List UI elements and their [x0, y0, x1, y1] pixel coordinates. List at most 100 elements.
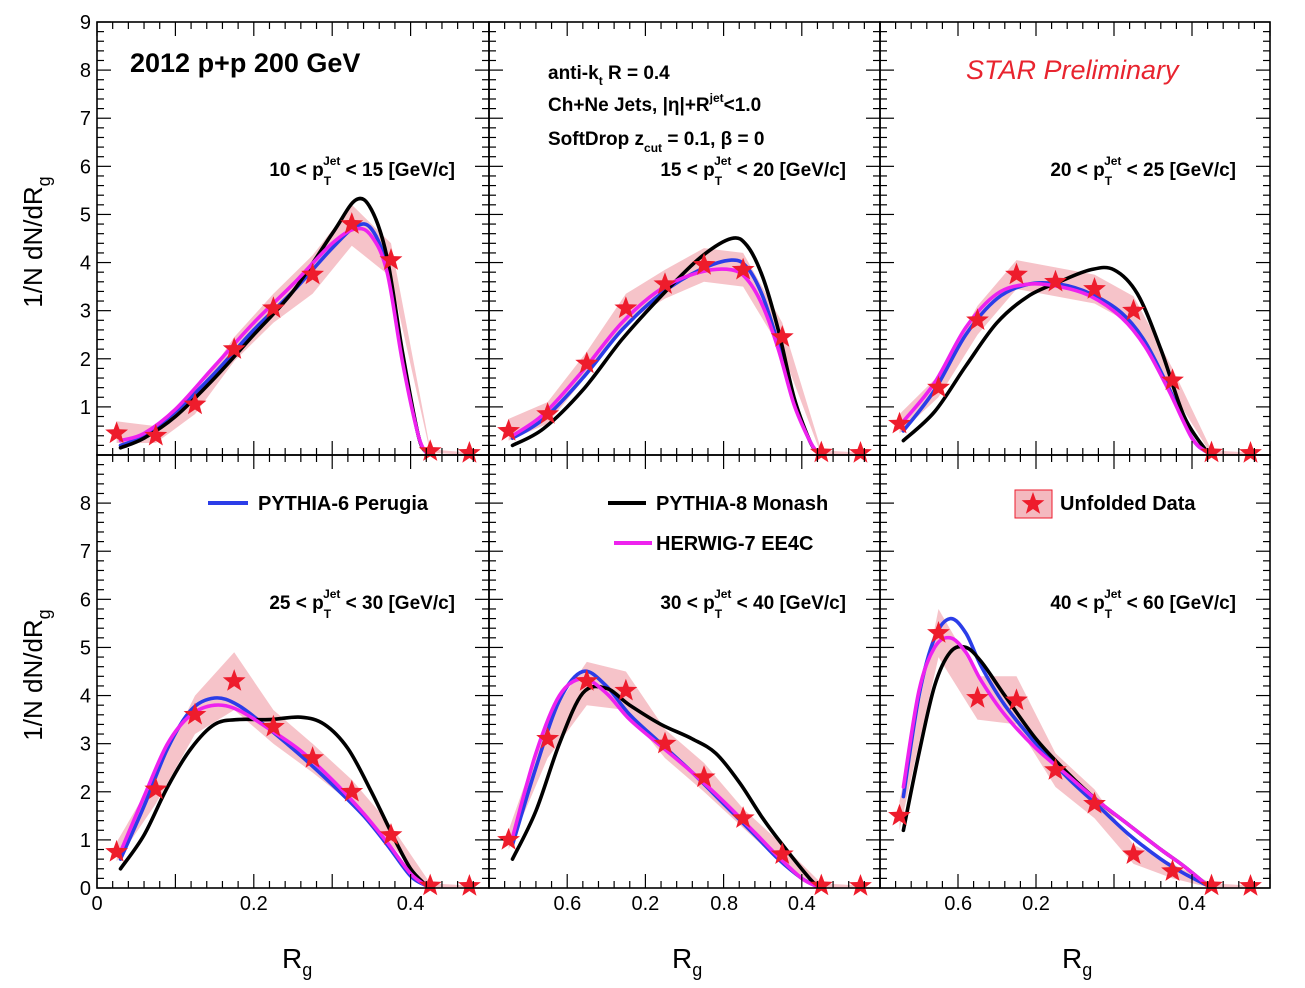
x-tick-label: 0.2: [631, 893, 659, 915]
preliminary-label: STAR Preliminary: [966, 55, 1180, 85]
panel-frame: [879, 454, 1271, 889]
y-tick-label: 9: [80, 12, 91, 34]
data-point-star: [770, 842, 794, 864]
series-herwig7-line: [901, 635, 1210, 888]
y-tick-label: 6: [80, 156, 91, 178]
series-herwig7-line: [118, 226, 429, 455]
pt-bin-label: 25 < pTJet < 30 [GeV/c]: [269, 587, 455, 621]
y-tick-label: 3: [80, 734, 91, 756]
data-point-star: [927, 621, 950, 643]
y-tick-label: 1: [80, 830, 91, 852]
pt-bin-label: 40 < pTJet < 60 [GeV/c]: [1050, 587, 1236, 621]
y-tick-label: 8: [80, 60, 91, 82]
data-point-star: [183, 702, 207, 725]
data-point-star: [770, 325, 794, 347]
data-uncertainty-band: [116, 204, 470, 455]
x-tick-label: 0.2: [1022, 893, 1050, 915]
legend-data-star-icon: [1021, 492, 1045, 514]
data-point-star: [340, 212, 364, 234]
data-point-star: [144, 777, 168, 800]
x-axis-title-right: Rg: [1062, 943, 1092, 980]
data-point-star: [418, 439, 442, 461]
panel-pt-15-20: 15 < pTJet < 20 [GeV/c]: [488, 21, 881, 463]
data-point-star: [1122, 842, 1145, 864]
data-point-star: [458, 441, 481, 463]
y-tick-label: 8: [80, 493, 91, 515]
axis-ticks: [96, 454, 490, 889]
data-point-star: [262, 714, 285, 737]
data-uncertainty-band: [116, 652, 470, 888]
series-herwig7-line: [901, 281, 1210, 455]
selection-cuts: anti-kt R = 0.4 Ch+Ne Jets, |η|+Rjet<1.0…: [548, 63, 765, 155]
legend-pythia6-label: PYTHIA-6 Perugia: [258, 493, 429, 515]
data-point-star: [418, 873, 442, 896]
data-point-star: [301, 262, 324, 285]
series-herwig7-line: [118, 703, 429, 888]
data-point-star: [809, 440, 833, 463]
y-tick-label: 6: [80, 589, 91, 611]
pt-bin-label: 30 < pTJet < 40 [GeV/c]: [660, 587, 846, 621]
y-tick-label: 1: [80, 397, 91, 419]
series-pythia6-line: [510, 669, 820, 888]
data-point-star: [1083, 277, 1106, 299]
data-point-star: [1239, 874, 1262, 896]
pt-bin-label: 15 < pTJet < 20 [GeV/c]: [660, 154, 846, 188]
data-point-star: [1161, 368, 1184, 391]
data-point-star: [144, 423, 168, 446]
panel-pt-30-40: 0.2 0.4 0.6 30 < pTJet < 40 [GeV/c]: [488, 454, 972, 915]
data-point-star: [575, 669, 599, 691]
legend: PYTHIA-6 Perugia PYTHIA-8 Monash HERWIG-…: [208, 489, 1196, 555]
axis-ticks: [879, 21, 1271, 456]
x-tick-label: 0.6: [944, 893, 972, 915]
pt-bin-label: 10 < pTJet < 15 [GeV/c]: [269, 154, 455, 188]
data-point-star: [497, 827, 520, 850]
data-point-star: [497, 418, 520, 441]
data-point-star: [458, 874, 481, 896]
data-point-star: [888, 803, 911, 826]
data-point-star: [1200, 873, 1223, 896]
x-tick-label: 0: [91, 893, 102, 915]
data-point-star: [536, 726, 560, 749]
data-uncertainty-band: [508, 661, 861, 888]
data-point-star: [105, 421, 128, 444]
data-point-star: [966, 686, 989, 708]
data-point-star: [614, 296, 638, 318]
x-tick-label: 0.2: [240, 893, 268, 915]
axis-ticks: [488, 454, 881, 889]
data-point-star: [222, 669, 246, 691]
data-point-star: [222, 337, 246, 359]
data-uncertainty-band: [508, 248, 861, 455]
data-point-star: [692, 253, 716, 275]
x-tick-label: 0.8: [710, 893, 738, 915]
y-tick-label: 5: [80, 204, 91, 226]
data-point-star: [183, 392, 207, 415]
data-point-star: [301, 746, 324, 768]
panel-pt-10-15: 9 8 7 6 5 4 3 2 1 10 < pTJet < 15 [GeV/c]: [80, 12, 490, 463]
data-point-star: [1044, 269, 1067, 292]
data-point-star: [1044, 758, 1067, 780]
selection-jet-algorithm: anti-kt R = 0.4: [548, 63, 670, 88]
axis-ticks: [488, 21, 881, 456]
legend-herwig7-label: HERWIG-7 EE4C: [656, 533, 813, 555]
panel-pt-25-30: 8 7 6 5 4 3 2 1 00 0.2 0.4 0.6 0.8 25 < pTJet < 30 [G…: [80, 454, 738, 915]
data-point-star: [536, 402, 560, 424]
selection-softdrop: SoftDrop zcut = 0.1, β = 0: [548, 129, 765, 155]
data-point-star: [1200, 440, 1223, 463]
data-point-star: [340, 779, 364, 802]
data-point-star: [575, 351, 599, 374]
x-tick-label: 0.6: [553, 893, 581, 915]
data-point-star: [966, 308, 989, 330]
data-point-star: [1083, 791, 1106, 814]
y-tick-label: 4: [80, 253, 91, 275]
data-point-star: [105, 839, 128, 862]
y-axis-title-bottom: 1/N dN/dRg: [18, 609, 54, 740]
legend-data-label: Unfolded Data: [1060, 493, 1196, 515]
data-point-star: [731, 806, 755, 828]
panel-frame: [488, 21, 881, 456]
data-point-star: [379, 248, 403, 270]
data-point-star: [262, 296, 285, 318]
y-tick-label: 2: [80, 782, 91, 804]
axis-ticks: [879, 454, 1271, 889]
panel-pt-40-60: 0.20.40.60.840 < pTJet < 60 [GeV/c]: [879, 454, 1271, 915]
x-tick-label: 0.4: [397, 893, 425, 915]
